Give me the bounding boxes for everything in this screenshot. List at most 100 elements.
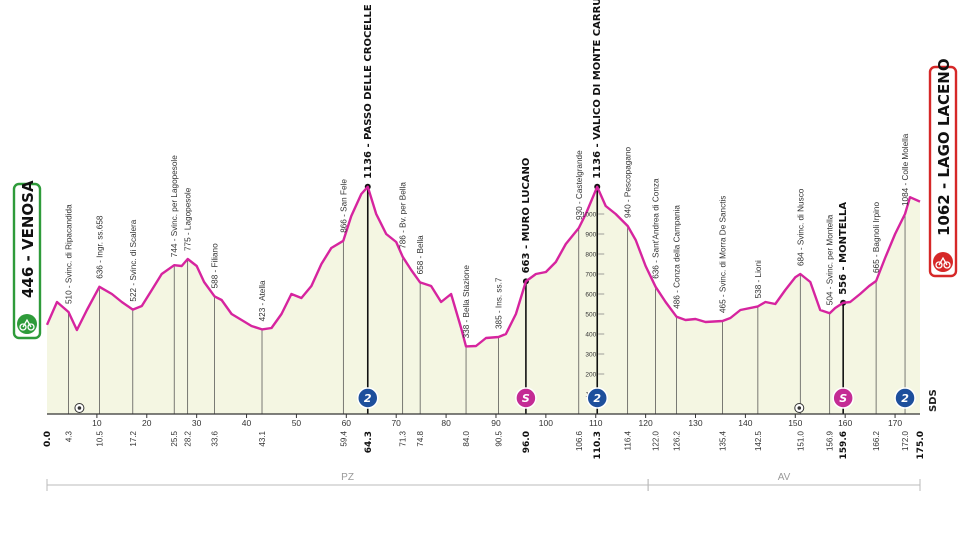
- start-box: [12, 182, 42, 340]
- x-tick-label: 80: [441, 418, 451, 428]
- waypoint-label: 1136 - VALICO DI MONTE CARRUOZZO: [592, 0, 603, 179]
- climb-badge: [357, 387, 379, 409]
- waypoint-km-label: 90.5: [494, 430, 503, 446]
- waypoint-label: 866 - San Fele: [339, 179, 348, 233]
- x-tick-label: 160: [838, 418, 852, 428]
- y-tick-label: 400: [585, 332, 596, 339]
- profile-area: [47, 186, 920, 414]
- waypoint-km-label: 126.2: [673, 430, 682, 451]
- waypoint-km-label: 28.2: [184, 430, 193, 446]
- x-tick-label: 140: [738, 418, 752, 428]
- waypoint-km-label: 84.0: [462, 430, 471, 446]
- waypoint-label: 504 - Svinc. per Montella: [826, 214, 835, 305]
- organizer-logo: SDS: [928, 389, 939, 412]
- finish-bike-wheel: [943, 261, 951, 269]
- x-tick-label: 60: [342, 418, 352, 428]
- waypoint-label: 665 - Bagnoli Irpino: [872, 202, 881, 273]
- waypoint-label: 744 - Svinc. per Lagopesole: [170, 155, 179, 257]
- badges: 2 S 2 S 2: [74, 387, 916, 413]
- waypoint-drop-lines: [68, 183, 906, 414]
- region-label: PZ: [341, 472, 354, 483]
- waypoint-label: 930 - Castelgrande: [575, 150, 584, 220]
- y-tick-label: 800: [585, 252, 596, 259]
- climb-badge: [894, 387, 916, 409]
- waypoint-km-label: 43.1: [258, 430, 267, 446]
- y-tick-label: 1000: [582, 212, 597, 219]
- x-tick-label: 90: [491, 418, 501, 428]
- finish-label: 1062 - LAGO LACENO: [935, 58, 953, 236]
- waypoint-km-label: 142.5: [754, 430, 763, 451]
- waypoint-label: 1084 - Colle Molella: [901, 133, 910, 206]
- waypoint-km-label: 106.6: [575, 430, 584, 451]
- waypoint-label: 658 - Bella: [416, 235, 425, 275]
- climb-badge-label: 2: [364, 392, 372, 405]
- waypoint-km-label: 71.3: [399, 430, 408, 446]
- regions: PZ AV: [46, 472, 921, 491]
- waypoint-km-label: 25.5: [170, 430, 179, 446]
- waypoint-km-label: 64.3: [364, 431, 374, 453]
- waypoint-label: 636 - Sant'Andrea di Conza: [652, 178, 661, 279]
- x-tick-label: 170: [888, 418, 902, 428]
- waypoint-km-label: 135.4: [718, 430, 727, 451]
- climb-badge: [586, 387, 608, 409]
- waypoint-km-label: 166.2: [872, 430, 881, 451]
- railway-crossing-icon-dot: [797, 406, 802, 410]
- sprint-badge-label: S: [522, 392, 530, 405]
- y-tick-label: 500: [585, 312, 596, 319]
- start-bike-wheel: [27, 323, 35, 331]
- finish-bike-frame: [938, 256, 948, 266]
- waypoint-label: 465 - Svinc. di Morra De Sanctis: [718, 196, 727, 313]
- region-label: AV: [778, 472, 791, 483]
- waypoint-label: 385 - Ins. ss.7: [494, 277, 503, 329]
- waypoint-label: 775 - Lagopesole: [184, 187, 193, 251]
- x-tick-label: 30: [192, 418, 202, 428]
- waypoint-km-label: 110.3: [593, 431, 603, 459]
- waypoint-km-label: 59.4: [339, 430, 348, 446]
- sprint-badge: [832, 387, 854, 409]
- y-tick-label: 900: [585, 232, 596, 239]
- waypoint-label: 1136 - PASSO DELLE CROCELLE: [363, 4, 374, 179]
- y-tick-label: 200: [585, 372, 596, 379]
- x-tick-label: 100: [539, 418, 553, 428]
- waypoint-label: 684 - Svinc. di Nusco: [796, 188, 805, 266]
- waypoint-label: 786 - Bv. per Bella: [399, 182, 408, 249]
- x-tick-label: 130: [688, 418, 702, 428]
- railway-crossing-icon-dot: [77, 406, 82, 410]
- waypoint-label: 522 - Svinc. di Scalera: [129, 219, 138, 301]
- waypoint-km-label: 159.6: [839, 431, 849, 459]
- x-tick-label: 40: [242, 418, 252, 428]
- waypoint-km-label: 151.0: [796, 430, 805, 451]
- x-tick-label: 110: [589, 418, 603, 428]
- climb-badge-label: 2: [593, 392, 601, 405]
- x-tick-label: 20: [142, 418, 152, 428]
- start-bike-icon: [17, 314, 37, 334]
- waypoint-km-label: 156.9: [826, 430, 835, 451]
- finish-bike-wheel: [935, 261, 943, 269]
- endpoint-km-label: 175.0: [916, 431, 926, 459]
- sprint-badge: [515, 387, 537, 409]
- waypoint-label: 486 - Conza della Campania: [673, 205, 682, 309]
- y-tick-label: 600: [585, 292, 596, 299]
- waypoint-label: 663 - MURO LUCANO: [521, 158, 532, 274]
- waypoint-label: 338 - Bella Stazione: [462, 265, 471, 339]
- y-tick-label: 700: [585, 272, 596, 279]
- climb-badge-label: 2: [901, 392, 909, 405]
- waypoint-label: 556 - MONTELLA: [838, 202, 849, 295]
- finish-box: [928, 65, 958, 278]
- profile-line: [45, 185, 921, 348]
- start-label: 446 - VENOSA: [19, 180, 37, 298]
- waypoint-km-label: 116.4: [624, 430, 633, 450]
- waypoint-label: 636 - Ingr. ss.658: [95, 215, 104, 279]
- x-tick-label: 10: [92, 418, 102, 428]
- waypoint-label: 510 - Svinc. di Ripacandida: [64, 204, 73, 304]
- finish-bike-icon: [933, 252, 953, 272]
- waypoint-label: 588 - Filiano: [211, 243, 220, 289]
- waypoint-km-label: 96.0: [522, 431, 532, 453]
- x-tick-label: 70: [391, 418, 401, 428]
- waypoint-km-label: 33.6: [211, 430, 220, 446]
- x-tick-label: 150: [788, 418, 802, 428]
- waypoint-label: 940 - Pescopagano: [624, 147, 633, 218]
- start-bike-frame: [22, 318, 32, 328]
